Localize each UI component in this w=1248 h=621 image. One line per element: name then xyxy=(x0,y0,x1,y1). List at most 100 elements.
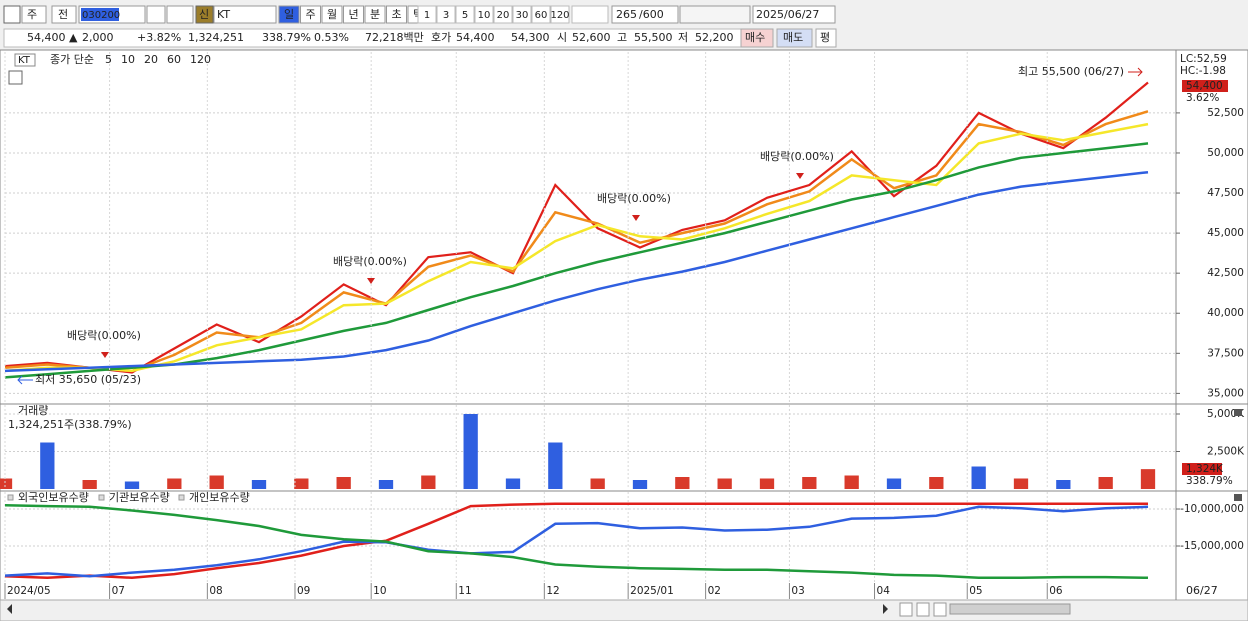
avg-button[interactable] xyxy=(815,28,837,48)
period-tab-label[interactable]: 분 xyxy=(370,8,380,21)
series-line xyxy=(4,81,1149,374)
x-tick-label: 06 xyxy=(1049,585,1063,597)
volume-bar xyxy=(124,481,140,489)
prev[interactable]: 전 xyxy=(58,8,68,21)
prev-button[interactable] xyxy=(51,5,77,24)
sell-button[interactable] xyxy=(776,28,813,48)
name[interactable]: KT xyxy=(217,8,230,21)
quote-rate: +3.82% xyxy=(137,31,181,44)
period-tab[interactable] xyxy=(278,5,300,24)
volume-bar xyxy=(971,466,986,489)
interval-tab[interactable] xyxy=(417,5,437,24)
search-button[interactable] xyxy=(146,5,166,24)
settings-icon[interactable] xyxy=(8,70,23,85)
volume-bar xyxy=(505,478,521,489)
credit[interactable]: 신 xyxy=(199,8,209,21)
volume-bar xyxy=(1056,480,1071,489)
interval-tab-label[interactable]: 1 xyxy=(424,10,430,21)
date[interactable]: 2025/06/27 xyxy=(756,8,819,21)
scroll-button[interactable] xyxy=(933,602,947,617)
dividend-marker xyxy=(101,352,109,358)
period-tab-label[interactable]: 월 xyxy=(327,8,337,21)
buy-button[interactable] xyxy=(740,28,774,48)
sell-label[interactable]: 매도 xyxy=(783,31,803,44)
y-tick-label: 2,500K xyxy=(1207,446,1245,458)
legend-entry: 기관보유수량 xyxy=(109,491,170,504)
x-tick-label: 07 xyxy=(112,585,125,597)
dividend-marker xyxy=(367,278,375,284)
last-price-box xyxy=(1182,80,1228,92)
interval-tab[interactable] xyxy=(436,5,456,24)
quote-volume: 1,324,251 xyxy=(188,31,244,44)
menu-icon[interactable] xyxy=(3,5,21,24)
y-tick-label: -15,000,000 xyxy=(1180,540,1244,552)
interval-tab-label[interactable]: 60 xyxy=(535,10,548,21)
period-tab[interactable] xyxy=(364,5,386,24)
close-icon[interactable] xyxy=(1234,409,1242,416)
volume-bar xyxy=(378,480,394,489)
last-price: 54,400 xyxy=(1186,80,1223,92)
period-tab-label[interactable]: 주 xyxy=(305,8,315,21)
buy-label[interactable]: 매수 xyxy=(745,31,765,44)
interval-tab[interactable] xyxy=(474,5,494,24)
volume-bar xyxy=(590,478,605,489)
period-short[interactable]: 주 xyxy=(27,8,37,21)
name-input[interactable] xyxy=(213,5,277,24)
period-tab-label[interactable]: 일 xyxy=(284,7,294,21)
interval-tab-label[interactable]: 30 xyxy=(516,10,529,21)
volume-bar xyxy=(294,478,309,489)
interval-input[interactable] xyxy=(571,5,609,24)
scroll-left[interactable] xyxy=(7,604,12,614)
quote-volume-ratio: 338.79% xyxy=(262,31,311,44)
quote-turnover: 0.53% xyxy=(314,31,349,44)
interval-tab-label[interactable]: 5 xyxy=(462,10,468,21)
scroll-right[interactable] xyxy=(883,604,888,614)
volume-last: 1,324K xyxy=(1186,463,1224,475)
volume-bar xyxy=(1098,477,1113,489)
interval-tab[interactable] xyxy=(531,5,551,24)
period-tab[interactable] xyxy=(300,5,321,24)
scroll-button[interactable] xyxy=(899,602,913,617)
count-input[interactable] xyxy=(611,5,679,24)
code[interactable]: 030200 xyxy=(82,10,120,21)
period-tab[interactable] xyxy=(343,5,364,24)
interval-tab-label[interactable]: 10 xyxy=(478,10,491,21)
period-tab-label[interactable]: 년 xyxy=(348,8,358,21)
interval-tab-label[interactable]: 3 xyxy=(443,10,449,21)
interval-tab[interactable] xyxy=(550,5,570,24)
avg-label[interactable]: 평 xyxy=(820,31,830,44)
period-tab[interactable] xyxy=(321,5,343,24)
quote-low: 52,200 xyxy=(695,31,734,44)
interval-tab[interactable] xyxy=(493,5,513,24)
symbol-tag xyxy=(14,53,36,67)
credit-button[interactable] xyxy=(195,5,214,24)
quote-high: 55,500 xyxy=(634,31,673,44)
interval-tab-label[interactable]: 20 xyxy=(497,10,510,21)
legend-swatch xyxy=(7,494,14,501)
sound-button[interactable] xyxy=(166,5,194,24)
date-input[interactable] xyxy=(752,5,836,24)
tools-button[interactable] xyxy=(679,5,751,24)
interval-tab-label[interactable]: 120 xyxy=(550,10,569,21)
volume-bar xyxy=(632,480,648,489)
quote-ask-label: 호가 xyxy=(431,31,451,44)
x-tick-label: 12 xyxy=(546,585,559,597)
scroll-button[interactable] xyxy=(916,602,930,617)
quote-open-label: 시 xyxy=(557,31,567,44)
legend-entry: 5 xyxy=(105,53,112,66)
quote-change: 2,000 xyxy=(82,31,114,44)
interval-tab[interactable] xyxy=(455,5,475,24)
period-tab[interactable] xyxy=(386,5,407,24)
high-arrow xyxy=(1128,67,1143,77)
legend-swatch xyxy=(178,494,185,501)
interval-tab[interactable] xyxy=(512,5,532,24)
x-tick-label: 2024/05 xyxy=(7,585,51,597)
volume-bar xyxy=(0,478,13,489)
series-line xyxy=(4,502,1148,580)
y-tick-label: 47,500 xyxy=(1207,187,1244,199)
close-icon[interactable] xyxy=(1234,494,1242,501)
period-tab-label[interactable]: 초 xyxy=(391,8,401,21)
scroll-thumb[interactable] xyxy=(949,603,1071,615)
period-button[interactable] xyxy=(21,5,47,24)
